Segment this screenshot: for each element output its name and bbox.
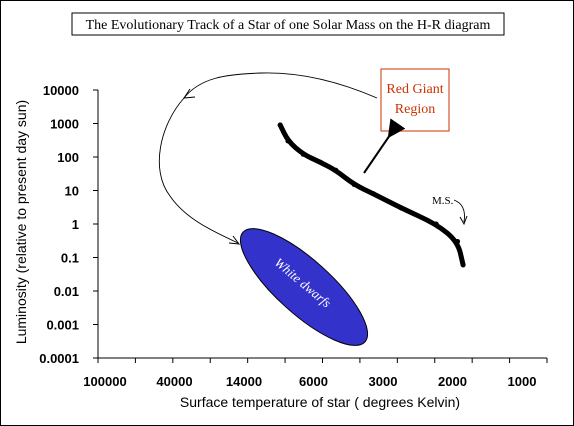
evolution-track-point	[398, 205, 404, 211]
red-giant-label-line2: Region	[395, 102, 435, 117]
x-tick-label: 2000	[438, 374, 467, 389]
loop-arrowhead-top	[183, 88, 196, 99]
red-giant-label-line1: Red Giant	[386, 82, 443, 97]
white-dwarf-ellipse	[239, 228, 369, 346]
evolution-track-line	[277, 122, 466, 268]
evolution-track-point	[317, 159, 323, 165]
y-tick-label: 0.001	[46, 318, 79, 333]
evolution-track-point	[460, 262, 466, 268]
red-giant-arrow	[363, 118, 406, 174]
evolution-track-point	[433, 221, 439, 227]
red-giant-box	[380, 68, 450, 132]
evolution-track-point	[277, 122, 283, 128]
x-tick-label: 100000	[83, 374, 126, 389]
evolution-loop-curve	[158, 72, 378, 244]
y-tick-label: 100	[57, 150, 79, 165]
y-tick-label: 0.01	[54, 284, 79, 299]
y-tick-label: 0.1	[61, 251, 79, 266]
evolution-track-point	[333, 167, 339, 173]
x-tick-label: 6000	[299, 374, 328, 389]
main-sequence-arrowhead	[459, 215, 468, 226]
y-tick-label: 10	[65, 184, 79, 199]
y-tick-label: 1	[72, 217, 79, 232]
evolution-track-point	[351, 182, 357, 188]
evolution-track-point	[370, 191, 376, 197]
y-tick-label: 10000	[43, 83, 79, 98]
y-axis-label: Luminosity (relative to present day sun)	[13, 100, 29, 344]
x-tick-label: 1000	[508, 374, 537, 389]
x-axis-label: Surface temperature of star ( degrees Ke…	[180, 394, 460, 410]
main-sequence-arrow	[453, 199, 465, 223]
x-tick-label: 40000	[156, 374, 192, 389]
evolution-track-point	[300, 151, 306, 157]
evolution-track-point	[455, 239, 461, 244]
red-giant-annotation: Red Giant Region	[363, 68, 450, 174]
chart-title: The Evolutionary Track of a Star of one …	[86, 18, 491, 33]
x-tick-label: 3000	[369, 374, 398, 389]
y-tick-label: 1000	[50, 117, 79, 132]
title-box	[71, 12, 505, 36]
y-tick-label: 0.0001	[39, 351, 79, 366]
main-sequence-label: M.S.	[432, 195, 454, 207]
white-dwarf-region: White dwarfs	[239, 228, 369, 346]
main-sequence-annotation: M.S.	[432, 195, 468, 226]
x-tick-label: 14000	[226, 374, 262, 389]
evolution-track-point	[285, 138, 291, 144]
loop-arrowhead-bottom	[228, 235, 241, 245]
